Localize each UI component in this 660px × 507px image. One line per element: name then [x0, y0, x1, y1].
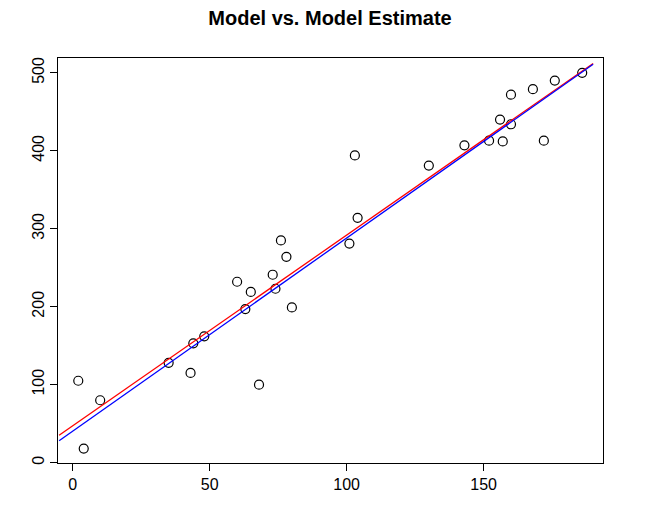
- svg-text:100: 100: [30, 369, 47, 396]
- svg-text:150: 150: [470, 476, 497, 493]
- svg-text:0: 0: [68, 476, 77, 493]
- svg-text:500: 500: [30, 57, 47, 84]
- svg-text:0: 0: [30, 456, 47, 465]
- svg-text:200: 200: [30, 291, 47, 318]
- svg-text:50: 50: [201, 476, 219, 493]
- svg-text:300: 300: [30, 213, 47, 240]
- svg-text:100: 100: [333, 476, 360, 493]
- svg-text:400: 400: [30, 135, 47, 162]
- svg-text:Model vs. Model Estimate: Model vs. Model Estimate: [208, 7, 451, 29]
